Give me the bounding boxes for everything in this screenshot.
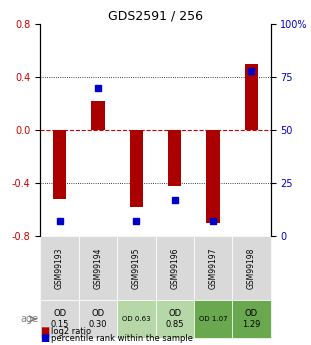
FancyBboxPatch shape (232, 236, 271, 300)
Title: GDS2591 / 256: GDS2591 / 256 (108, 10, 203, 23)
Text: OD
0.85: OD 0.85 (165, 309, 184, 329)
Text: GSM99197: GSM99197 (209, 247, 217, 289)
Bar (206, 130, 220, 223)
FancyBboxPatch shape (156, 300, 194, 338)
FancyBboxPatch shape (194, 236, 232, 300)
Text: percentile rank within the sample: percentile rank within the sample (51, 334, 193, 343)
Text: OD 1.07: OD 1.07 (199, 316, 227, 322)
Text: log2 ratio: log2 ratio (51, 327, 91, 336)
Bar (168, 130, 181, 186)
Text: GSM99194: GSM99194 (94, 247, 102, 289)
Bar (53, 130, 66, 199)
FancyBboxPatch shape (156, 236, 194, 300)
Bar (245, 64, 258, 130)
FancyBboxPatch shape (117, 300, 156, 338)
FancyBboxPatch shape (117, 236, 156, 300)
Text: GSM99196: GSM99196 (170, 247, 179, 289)
FancyBboxPatch shape (40, 300, 79, 338)
Text: age: age (21, 314, 39, 324)
FancyBboxPatch shape (79, 236, 117, 300)
Text: OD
1.29: OD 1.29 (242, 309, 261, 329)
Text: OD
0.15: OD 0.15 (50, 309, 69, 329)
Text: GSM99195: GSM99195 (132, 247, 141, 289)
FancyBboxPatch shape (79, 300, 117, 338)
FancyBboxPatch shape (40, 236, 79, 300)
Text: OD
0.30: OD 0.30 (89, 309, 107, 329)
Text: ■: ■ (40, 333, 50, 343)
Text: GSM99193: GSM99193 (55, 247, 64, 289)
Bar (91, 101, 105, 130)
FancyBboxPatch shape (232, 300, 271, 338)
Bar (130, 130, 143, 207)
Text: GSM99198: GSM99198 (247, 247, 256, 289)
Text: OD 0.63: OD 0.63 (122, 316, 151, 322)
FancyBboxPatch shape (194, 300, 232, 338)
Text: ■: ■ (40, 326, 50, 336)
